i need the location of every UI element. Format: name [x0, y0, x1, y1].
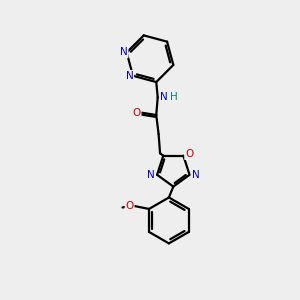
- Text: O: O: [132, 108, 141, 118]
- Text: N: N: [160, 92, 168, 102]
- Text: O: O: [185, 149, 194, 159]
- Text: N: N: [120, 47, 127, 58]
- Text: H: H: [170, 92, 178, 102]
- Text: N: N: [147, 170, 155, 180]
- Text: O: O: [125, 201, 134, 211]
- Text: N: N: [125, 71, 133, 81]
- Text: N: N: [192, 170, 199, 180]
